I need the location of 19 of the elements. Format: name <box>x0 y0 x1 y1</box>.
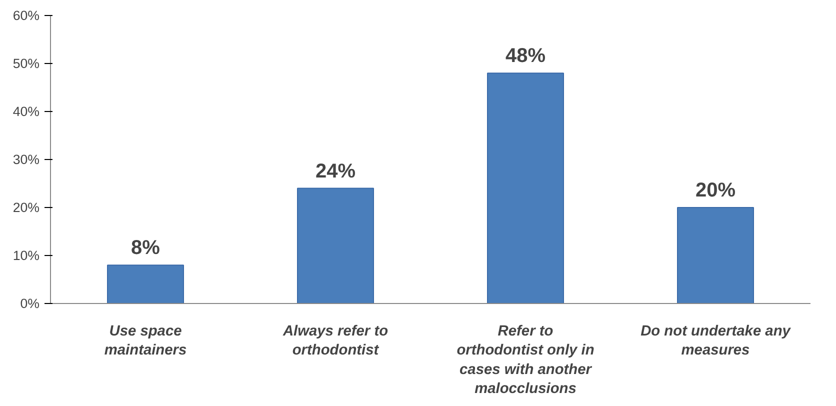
x-tick-label: Always refer to orthodontist <box>282 324 388 359</box>
bar <box>297 188 374 304</box>
x-tick-label: Use space maintainers <box>104 324 187 359</box>
y-tick-label: 50% <box>12 56 40 71</box>
y-tick-label: 30% <box>12 152 40 167</box>
bar <box>677 207 754 304</box>
data-label: 24% <box>315 160 356 182</box>
y-tick-label: 40% <box>12 104 40 119</box>
data-label: 20% <box>695 180 736 202</box>
data-label: 48% <box>505 45 546 68</box>
x-tick-label: Do not undertake any measures <box>640 324 792 359</box>
data-label: 8% <box>131 237 160 260</box>
bar <box>487 72 564 304</box>
y-tick-label: 10% <box>12 248 40 263</box>
y-tick-label: 20% <box>12 200 40 215</box>
y-tick-label: 60% <box>12 8 40 23</box>
y-tick-label: 0% <box>20 296 40 311</box>
bar <box>107 264 184 304</box>
x-tick-label: Refer to orthodontist only in cases with another malocclusions <box>456 324 594 398</box>
